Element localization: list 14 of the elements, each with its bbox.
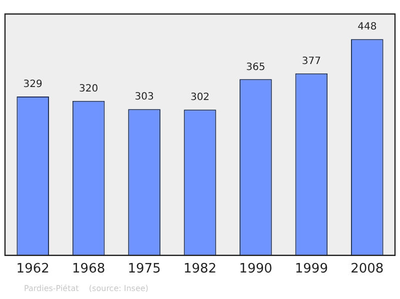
data-label: 320 (79, 84, 98, 94)
x-tick-label: 2008 (350, 262, 384, 277)
x-tick-label: 1982 (183, 262, 217, 277)
data-label: 329 (23, 79, 42, 90)
data-label: 448 (358, 22, 377, 33)
data-label: 302 (190, 92, 210, 104)
x-tick-label: 1990 (239, 262, 272, 277)
data-label: 365 (246, 62, 266, 73)
x-tick-label: 1968 (72, 262, 106, 277)
x-tick-label: 1975 (128, 262, 161, 277)
x-tick-label: 1962 (16, 262, 50, 277)
x-tick-label: 1999 (294, 262, 328, 277)
data-label: 303 (134, 92, 154, 103)
data-label: 377 (302, 56, 321, 67)
